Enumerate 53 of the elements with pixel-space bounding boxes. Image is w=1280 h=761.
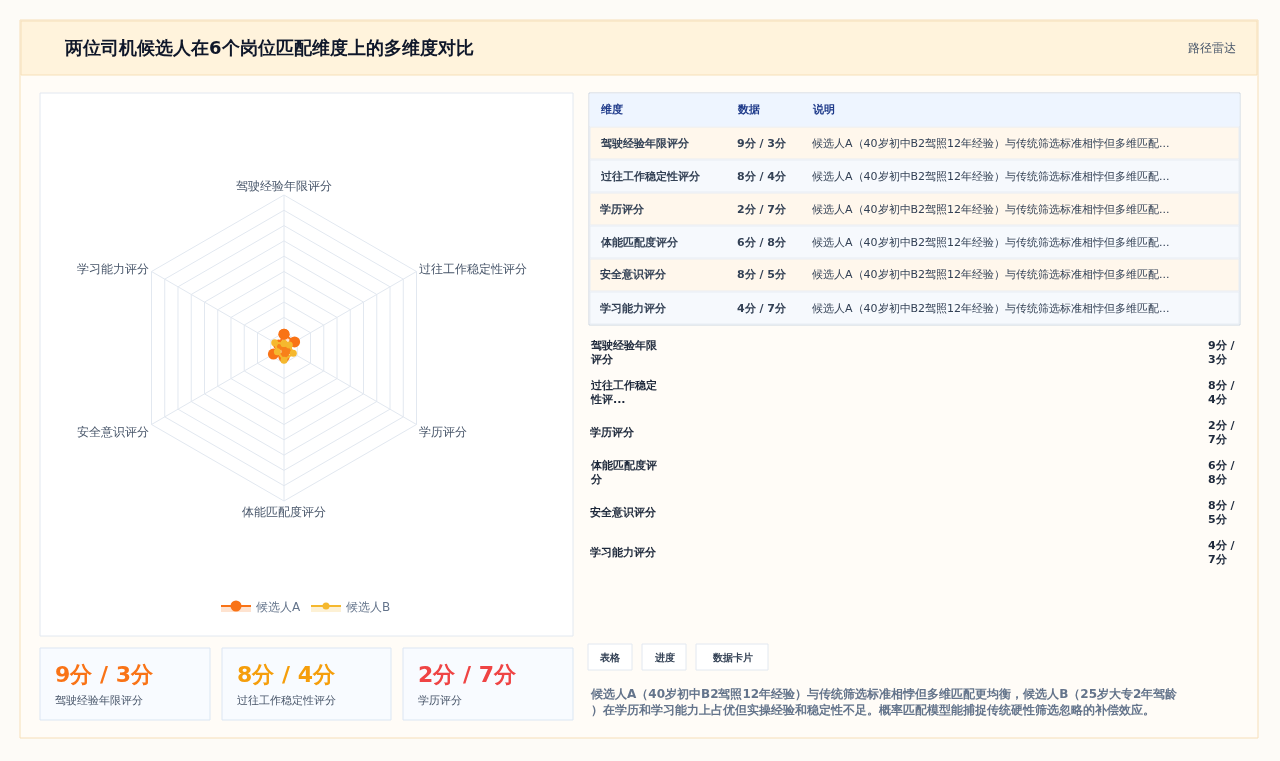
spoke-label: 学习能力评分 [76, 261, 149, 276]
legend-label: 候选人B [346, 599, 391, 614]
text: 过往工作稳定性评... [590, 379, 657, 407]
text: 候选人A（40岁初中B2驾照12年经验）与传统筛选标准相悖但多维匹配更均衡，候选人B（25岁大专2年驾龄）在学历和学习能力上占优但实操经验和稳定性不足。概率匹配模型能捕捉传统硬性筛选忽略的补偿效应。 [590, 687, 1179, 717]
text: 9分 / 3分 [55, 662, 154, 687]
spoke-label: 体能匹配度评分 [242, 504, 326, 519]
text: 路径雷达 [1188, 41, 1236, 55]
text: 9分 / 3分 [1208, 339, 1236, 367]
text: 过往工作稳定性评分 [237, 694, 336, 707]
text: 说明 [812, 103, 835, 116]
text: 9分 / 3分 [737, 137, 787, 150]
text: 数据 [737, 103, 760, 116]
text: 进度 [654, 652, 675, 663]
text: 6分 / 8分 [737, 236, 787, 249]
text: 驾驶经验年限评分 [600, 137, 690, 150]
text: 2分 / 7分 [418, 662, 517, 687]
text: 维度 [600, 103, 623, 116]
text: 2分 / 7分 [1208, 419, 1236, 447]
text: 4分 / 7分 [737, 302, 787, 315]
text: 学历评分 [418, 694, 462, 707]
text: 体能匹配度评分 [600, 236, 679, 249]
text: 驾驶经验年限评分 [590, 339, 658, 367]
text: 学历评分 [590, 426, 635, 439]
text: 体能匹配度评分 [590, 459, 657, 487]
text: 候选人A（40岁初中B2驾照12年经验）与传统筛选标准相悖但多维匹配... [812, 302, 1170, 315]
legend-label: 候选人A [256, 599, 301, 614]
text: 2分 / 7分 [737, 203, 787, 216]
text: 8分 / 5分 [737, 268, 787, 281]
text: 8分 / 4分 [737, 170, 787, 183]
spoke-label: 过往工作稳定性评分 [419, 261, 528, 276]
text: 过往工作稳定性评分 [600, 170, 701, 183]
spoke-label: 驾驶经验年限评分 [236, 178, 332, 193]
text: 8分 / 4分 [1208, 379, 1236, 407]
text: 候选人A（40岁初中B2驾照12年经验）与传统筛选标准相悖但多维匹配... [812, 170, 1170, 183]
text: 8分 / 4分 [237, 662, 336, 687]
text: 驾驶经验年限评分 [55, 694, 143, 707]
text: 候选人A（40岁初中B2驾照12年经验）与传统筛选标准相悖但多维匹配... [812, 203, 1170, 216]
text: 4分 / 7分 [1208, 539, 1236, 567]
text: 安全意识评分 [600, 268, 667, 281]
text: 数据卡片 [712, 652, 753, 663]
spoke-label: 安全意识评分 [76, 424, 149, 439]
text: 候选人A（40岁初中B2驾照12年经验）与传统筛选标准相悖但多维匹配... [812, 137, 1170, 150]
text: 表格 [599, 652, 621, 663]
text: 学习能力评分 [590, 546, 657, 559]
text: 学习能力评分 [600, 302, 667, 315]
text: 6分 / 8分 [1208, 459, 1236, 487]
chart-title: 两位司机候选人在6个岗位匹配维度上的多维度对比 [64, 37, 474, 58]
spoke-label: 学历评分 [419, 424, 468, 439]
text: 候选人A（40岁初中B2驾照12年经验）与传统筛选标准相悖但多维匹配... [812, 236, 1170, 249]
text: 候选人A（40岁初中B2驾照12年经验）与传统筛选标准相悖但多维匹配... [812, 268, 1170, 281]
text: 8分 / 5分 [1208, 499, 1236, 527]
text: 安全意识评分 [590, 506, 657, 519]
text: 学历评分 [600, 203, 645, 216]
